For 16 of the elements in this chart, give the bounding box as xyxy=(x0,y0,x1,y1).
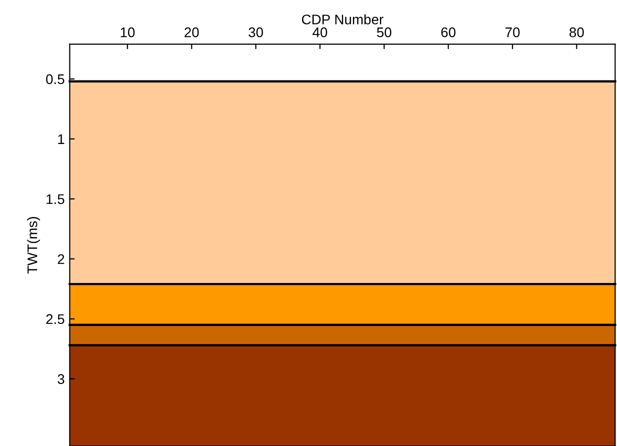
y-axis-title: TWT(ms) xyxy=(27,217,40,274)
x-tick-label: 50 xyxy=(376,27,392,38)
x-tick-label: 30 xyxy=(248,27,263,38)
x-tick-label: 80 xyxy=(570,27,584,38)
x-tick-label: 10 xyxy=(120,27,135,38)
y-tick-label: 0.5 xyxy=(46,74,64,84)
x-tick-label: 70 xyxy=(505,27,520,38)
x-tick-label: 60 xyxy=(441,27,456,38)
y-tick-label: 2.5 xyxy=(46,314,64,324)
y-tick-label: 1.5 xyxy=(46,194,64,204)
x-axis-title: CDP Number xyxy=(302,14,384,24)
y-tick-label: 3 xyxy=(58,374,64,384)
x-tick-label: 40 xyxy=(312,27,328,38)
y-tick-label: 2 xyxy=(58,254,64,264)
x-tick-label: 20 xyxy=(184,27,199,38)
y-tick-label: 1 xyxy=(58,134,64,144)
